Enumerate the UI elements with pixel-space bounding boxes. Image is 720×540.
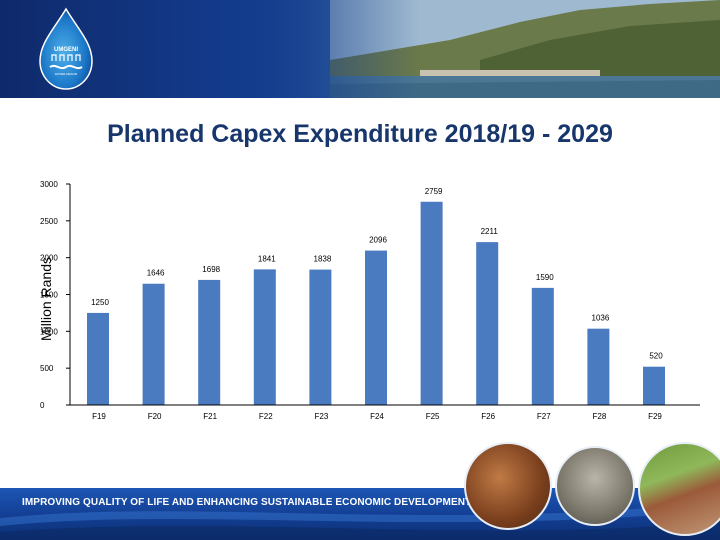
bar: [309, 269, 332, 405]
x-tick-label: F19: [92, 412, 106, 421]
bar: [531, 287, 554, 405]
footer-tagline: IMPROVING QUALITY OF LIFE AND ENHANCING …: [22, 497, 472, 508]
y-tick-label: 1000: [40, 327, 58, 336]
bar: [142, 283, 165, 405]
y-tick-label: 2500: [40, 217, 58, 226]
y-axis: 0 500 1000 1500 2000 2500 3000: [40, 180, 71, 410]
x-tick-label: F24: [370, 412, 384, 421]
x-tick-label: F22: [259, 412, 273, 421]
bar: [365, 250, 387, 405]
logo-text: UMGENI: [54, 47, 78, 53]
x-tick-label: F26: [481, 412, 495, 421]
y-tick-label: 500: [40, 364, 54, 373]
bar-value-label: 2211: [481, 227, 499, 236]
y-tick-label: 0: [40, 401, 45, 410]
bar: [476, 242, 499, 405]
x-tick-label: F27: [537, 412, 551, 421]
x-tick-label: F21: [203, 412, 217, 421]
x-tick-label: F28: [593, 412, 607, 421]
bar-value-label: 1250: [91, 298, 109, 307]
header-banner: UMGENI WATER AMANZI: [0, 0, 720, 98]
bar-value-label: 1036: [592, 314, 610, 323]
y-tick-label: 3000: [40, 180, 58, 189]
bar-value-label: 1841: [258, 254, 276, 263]
bar: [587, 328, 610, 405]
bar: [198, 279, 221, 405]
bar: [420, 201, 443, 405]
bar: [87, 312, 109, 405]
logo-subtext: WATER AMANZI: [55, 72, 78, 76]
building-photo: [638, 442, 720, 536]
tap-photo: [555, 446, 635, 526]
pipes-photo: [464, 442, 552, 530]
company-logo: UMGENI WATER AMANZI: [32, 5, 100, 93]
landscape-photo: [330, 0, 720, 98]
x-axis: F19 F20 F21 F22 F23 F24 F25 F26 F27 F28 F29: [70, 404, 700, 421]
chart-title: Planned Capex Expenditure 2018/19 - 2029: [107, 120, 613, 148]
bar: [253, 269, 276, 405]
y-tick-label: 1500: [40, 291, 58, 300]
x-tick-label: F20: [148, 412, 162, 421]
bar: [643, 366, 665, 405]
x-tick-label: F23: [315, 412, 329, 421]
bar-value-label: 1698: [202, 265, 220, 274]
bar-value-label: 1590: [536, 273, 554, 282]
x-tick-label: F25: [426, 412, 440, 421]
bar-chart: 0 500 1000 1500 2000 2500 3000 1250 1646 1698 184…: [40, 180, 700, 421]
y-tick-label: 2000: [40, 254, 58, 263]
bar-value-label: 1646: [147, 269, 165, 278]
bar-value-label: 2759: [425, 187, 443, 196]
bar-value-label: 520: [649, 352, 663, 361]
x-tick-label: F29: [648, 412, 662, 421]
bar-series: 1250 1646 1698 1841 1838 2096 2759 2211 1590 1036…: [87, 187, 665, 405]
bar-value-label: 2096: [369, 236, 387, 245]
bar-value-label: 1838: [314, 255, 332, 264]
